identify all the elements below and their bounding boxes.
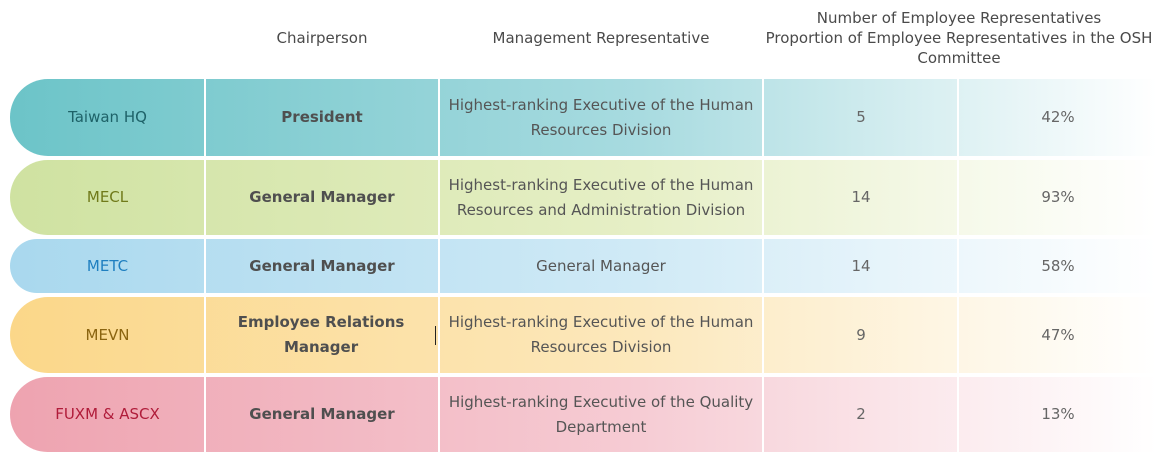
table-row-mevn: MEVN Employee Relations Manager Highest-… [10, 297, 1157, 373]
column-divider [438, 377, 440, 452]
row-count: 9 [856, 325, 866, 344]
column-divider [957, 297, 959, 373]
column-divider [957, 160, 959, 235]
row-proportion: 47% [1041, 325, 1075, 344]
text-cursor [435, 325, 436, 345]
column-divider [762, 297, 764, 373]
row-chairperson: General Manager [249, 188, 395, 206]
header-chairperson: Chairperson [276, 29, 368, 47]
header-management-representative: Management Representative [492, 29, 710, 47]
column-divider [204, 377, 206, 452]
row-name: MECL [86, 188, 129, 206]
row-proportion: 93% [1041, 188, 1075, 206]
header-number-of-representatives: Number of Employee Representatives [816, 9, 1102, 27]
row-name: FUXM & ASCX [55, 405, 160, 423]
table-header: Chairperson Management Representative Nu… [0, 0, 1167, 76]
header-representatives: Number of Employee Representatives Propo… [764, 0, 1154, 76]
row-count: 14 [851, 188, 871, 206]
row-management-representative: Highest-ranking Executive of the Human R… [448, 313, 754, 356]
row-name: METC [86, 256, 129, 275]
row-count: 14 [851, 256, 871, 275]
row-proportion: 58% [1041, 256, 1075, 275]
column-divider [762, 239, 764, 293]
row-chairperson-cell[interactable]: Employee Relations Manager [206, 297, 438, 373]
row-chairperson: General Manager [249, 405, 395, 423]
column-divider [438, 239, 440, 293]
table-row-metc: METC General Manager General Manager 14 … [10, 239, 1157, 293]
row-chairperson: President [281, 108, 363, 126]
table-row-taiwan-hq: Taiwan HQ President Highest-ranking Exec… [10, 79, 1157, 156]
column-divider [762, 160, 764, 235]
column-divider [438, 160, 440, 235]
column-divider [957, 377, 959, 452]
header-proportion-of-representatives: Proportion of Employee Representatives i… [765, 29, 1153, 67]
row-count: 5 [856, 108, 866, 126]
column-divider [438, 297, 440, 373]
row-proportion: 42% [1041, 108, 1075, 126]
column-divider [438, 79, 440, 156]
column-divider [762, 377, 764, 452]
row-chairperson: Employee Relations Manager [237, 313, 405, 356]
row-chairperson: General Manager [249, 256, 395, 275]
row-management-representative: Highest-ranking Executive of the Human R… [448, 95, 754, 139]
column-divider [204, 79, 206, 156]
row-management-representative: General Manager [536, 256, 666, 275]
row-name: MEVN [85, 325, 130, 344]
column-divider [957, 239, 959, 293]
table-row-fuxm-ascx: FUXM & ASCX General Manager Highest-rank… [10, 377, 1157, 452]
row-count: 2 [856, 405, 866, 423]
column-divider [957, 79, 959, 156]
row-management-representative: Highest-ranking Executive of the Human R… [448, 175, 754, 219]
table-row-mecl: MECL General Manager Highest-ranking Exe… [10, 160, 1157, 235]
row-name: Taiwan HQ [68, 108, 147, 126]
row-proportion: 13% [1041, 405, 1075, 423]
column-divider [204, 239, 206, 293]
row-management-representative: Highest-ranking Executive of the Quality… [448, 392, 754, 436]
column-divider [204, 297, 206, 373]
column-divider [204, 160, 206, 235]
column-divider [762, 79, 764, 156]
